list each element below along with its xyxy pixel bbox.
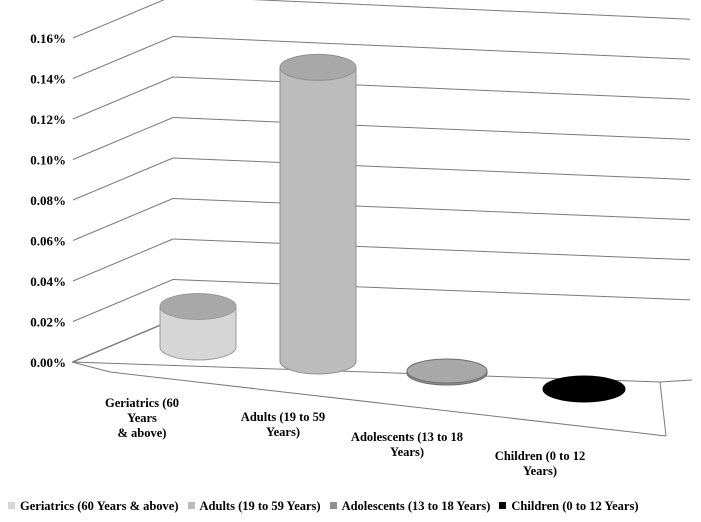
bar-body (279, 66, 357, 375)
gridline-back-6 (172, 76, 691, 100)
gridline-left-4 (72, 157, 174, 201)
gridline-left-1 (72, 279, 174, 322)
legend-item: Adults (19 to 59 Years) (187, 499, 321, 514)
gridline-back-1 (172, 279, 691, 301)
x-tick-label: Geriatrics (60 Years & above) (105, 396, 179, 440)
y-tick-label: 0.10% (30, 153, 66, 168)
y-tick-label: 0.04% (30, 274, 66, 289)
y-tick-label: 0.08% (30, 193, 66, 208)
floor-front-edge (109, 371, 667, 437)
y-tick-label: 0.02% (30, 315, 66, 330)
floor-outline (71, 361, 693, 437)
gridline-back-8 (250, 0, 691, 20)
bar-disc (542, 375, 626, 403)
gridline-left-8 (72, 0, 165, 39)
y-tick-label: 0.14% (30, 72, 66, 87)
bar-0 (159, 293, 237, 361)
y-tick-label: 0.00% (30, 355, 66, 370)
legend-label: Children (0 to 12 Years) (511, 499, 639, 513)
gridline-back-3 (172, 198, 691, 221)
legend-swatch (187, 502, 195, 509)
bar-1 (279, 53, 357, 375)
x-tick-label: Adolescents (13 to 18 Years) (351, 430, 463, 459)
gridline-back-7 (172, 36, 691, 60)
legend-swatch (329, 502, 337, 509)
gridline-back-5 (172, 117, 691, 140)
gridline-back-4 (172, 157, 691, 181)
legend-item: Geriatrics (60 Years & above) (8, 499, 179, 514)
legend-item: Adolescents (13 to 18 Years) (329, 499, 491, 514)
legend: Geriatrics (60 Years & above) Adults (19 … (8, 499, 701, 514)
bar-3 (542, 375, 626, 403)
x-tick-label: Adults (19 to 59 Years) (241, 410, 325, 439)
gridline-left-3 (72, 198, 174, 241)
floor-left-edge (71, 319, 173, 363)
gridline-back-2 (172, 238, 691, 261)
legend-swatch (499, 502, 507, 509)
legend-item: Children (0 to 12 Years) (499, 499, 638, 514)
bar-body (159, 306, 237, 361)
legend-label: Adolescents (13 to 18 Years) (341, 499, 491, 513)
gridline-left-7 (72, 36, 174, 79)
gridline-left-6 (72, 76, 174, 120)
gridline-left-5 (72, 117, 174, 160)
bar-top (406, 358, 488, 384)
bar-2 (406, 358, 488, 386)
legend-swatch (8, 502, 15, 509)
y-tick-label: 0.16% (30, 31, 66, 46)
legend-label: Adults (19 to 59 Years) (199, 499, 321, 513)
gridline-left-2 (72, 238, 174, 282)
legend-label: Geriatrics (60 Years & above) (20, 499, 179, 513)
y-tick-label: 0.06% (30, 234, 66, 249)
bar-top (279, 53, 357, 81)
x-tick-label: Children (0 to 12 Years) (495, 449, 585, 478)
y-tick-label: 0.12% (30, 112, 66, 127)
bar-top (159, 293, 237, 320)
